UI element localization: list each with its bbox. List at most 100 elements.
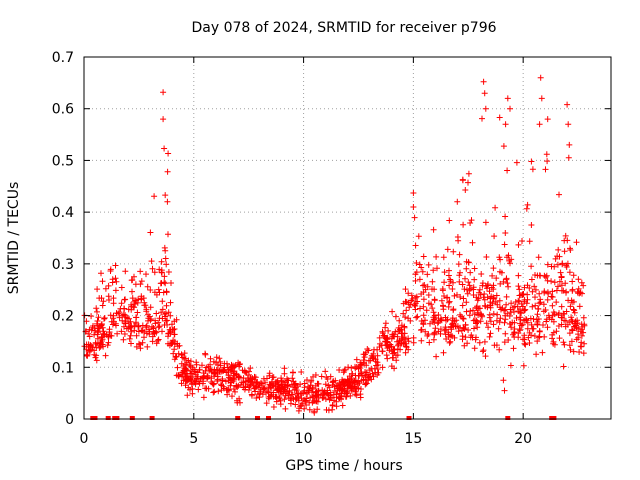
data-point bbox=[447, 276, 454, 283]
data-point bbox=[238, 381, 244, 388]
data-point bbox=[459, 302, 466, 309]
data-point bbox=[162, 255, 169, 262]
data-point bbox=[537, 296, 544, 303]
data-point bbox=[310, 393, 317, 399]
data-point bbox=[421, 282, 428, 288]
data-point bbox=[89, 324, 96, 331]
data-point bbox=[305, 383, 311, 390]
data-point bbox=[517, 316, 524, 323]
data-point bbox=[388, 343, 395, 350]
data-point bbox=[105, 282, 112, 289]
data-point bbox=[471, 265, 478, 272]
data-point bbox=[510, 345, 517, 352]
data-point bbox=[325, 407, 332, 414]
data-point bbox=[184, 377, 191, 384]
data-point bbox=[164, 321, 171, 328]
data-point bbox=[171, 331, 178, 338]
data-point bbox=[273, 395, 280, 402]
data-point bbox=[133, 314, 139, 321]
data-point bbox=[349, 371, 356, 377]
data-point bbox=[314, 406, 321, 413]
data-point bbox=[195, 386, 202, 393]
data-point bbox=[145, 317, 151, 324]
data-point bbox=[292, 395, 299, 402]
data-point bbox=[433, 315, 439, 321]
data-point bbox=[85, 347, 92, 354]
peak-point bbox=[410, 204, 417, 210]
peak-point bbox=[501, 387, 508, 394]
data-point bbox=[467, 220, 474, 226]
data-point bbox=[298, 369, 305, 375]
data-point bbox=[125, 306, 132, 313]
data-point bbox=[457, 324, 463, 331]
data-point bbox=[511, 334, 518, 340]
data-point bbox=[557, 269, 564, 276]
data-point bbox=[147, 229, 154, 236]
data-point bbox=[192, 371, 199, 378]
data-point bbox=[268, 391, 275, 398]
data-point bbox=[310, 373, 316, 380]
data-point bbox=[425, 292, 432, 298]
data-point bbox=[237, 361, 243, 367]
data-point bbox=[535, 334, 542, 341]
data-point bbox=[224, 364, 231, 371]
data-point bbox=[222, 378, 229, 385]
data-point bbox=[412, 242, 419, 249]
data-point bbox=[389, 331, 396, 338]
data-point bbox=[570, 348, 577, 355]
data-point bbox=[454, 291, 460, 298]
data-point bbox=[405, 338, 412, 345]
data-point bbox=[410, 339, 417, 346]
data-point bbox=[135, 323, 142, 330]
data-point bbox=[532, 286, 539, 293]
data-point bbox=[575, 276, 582, 283]
data-point bbox=[382, 338, 389, 345]
data-point bbox=[109, 279, 116, 286]
data-point bbox=[129, 295, 136, 302]
data-point bbox=[412, 277, 419, 284]
data-point bbox=[368, 365, 375, 372]
data-point bbox=[554, 253, 561, 260]
data-point bbox=[428, 301, 435, 308]
data-point bbox=[418, 337, 425, 344]
data-point bbox=[356, 372, 363, 379]
data-point bbox=[550, 318, 557, 325]
data-point bbox=[523, 205, 530, 212]
data-point bbox=[260, 386, 267, 393]
x-tick-label: 0 bbox=[80, 431, 89, 447]
data-point bbox=[481, 296, 488, 303]
data-point bbox=[457, 294, 464, 300]
data-point bbox=[476, 339, 483, 346]
data-point bbox=[515, 241, 522, 248]
data-point bbox=[416, 276, 423, 283]
data-point bbox=[151, 330, 158, 336]
data-point bbox=[564, 321, 571, 328]
data-point bbox=[563, 262, 570, 269]
data-point bbox=[92, 354, 99, 361]
data-point bbox=[553, 328, 560, 335]
data-point bbox=[83, 352, 90, 359]
peak-point bbox=[481, 90, 488, 97]
peak-point bbox=[480, 78, 487, 85]
data-point bbox=[199, 380, 206, 387]
data-point bbox=[284, 375, 290, 382]
data-point bbox=[281, 396, 288, 403]
data-point bbox=[567, 303, 574, 310]
data-point bbox=[558, 274, 565, 281]
data-point bbox=[473, 334, 479, 341]
data-point bbox=[455, 261, 462, 268]
data-point bbox=[402, 314, 409, 321]
data-point bbox=[193, 359, 200, 366]
data-point bbox=[288, 397, 295, 404]
peak-point bbox=[536, 121, 543, 128]
data-point bbox=[355, 378, 362, 385]
data-point bbox=[456, 278, 463, 285]
zero-point bbox=[505, 416, 511, 420]
data-point bbox=[409, 296, 416, 302]
data-point bbox=[569, 327, 576, 334]
data-point bbox=[379, 364, 386, 371]
data-point bbox=[426, 339, 433, 346]
peak-point bbox=[538, 95, 545, 102]
data-point bbox=[471, 345, 478, 352]
data-point bbox=[544, 116, 551, 123]
